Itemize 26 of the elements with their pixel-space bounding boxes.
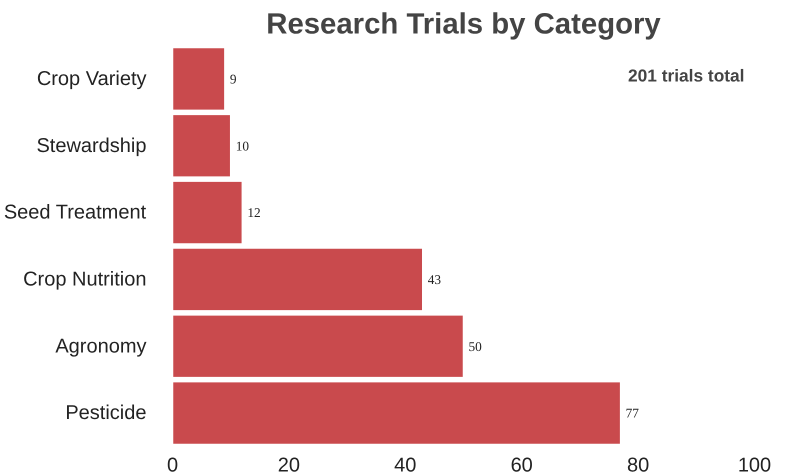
chart-title: Research Trials by Category [266,8,662,40]
x-tick-label: 60 [510,454,533,474]
data-label: 9 [230,71,237,86]
x-tick-label: 100 [738,454,772,474]
x-tick-label: 80 [626,454,650,474]
data-label: 77 [626,406,640,421]
y-tick-label: Crop Variety [36,68,147,90]
bar [172,247,424,312]
bar [172,46,226,112]
data-label: 50 [468,338,482,354]
y-tick-label: Pesticide [65,402,147,424]
y-tick-label: Stewardship [36,134,147,157]
bar [172,114,232,178]
data-label: 10 [236,138,250,154]
bar [172,380,622,446]
x-tick-label: 0 [166,454,178,474]
x-tick-label: 20 [278,454,300,474]
data-label: 43 [428,272,442,287]
data-label: 12 [247,205,261,220]
bar [172,314,464,378]
y-tick-label: Seed Treatment [4,202,147,224]
y-tick-label: Agronomy [55,335,147,358]
bar [172,180,244,245]
x-tick-label: 40 [394,454,416,474]
y-tick-label: Crop Nutrition [23,268,147,290]
annotation: 201 trials total [628,66,745,86]
